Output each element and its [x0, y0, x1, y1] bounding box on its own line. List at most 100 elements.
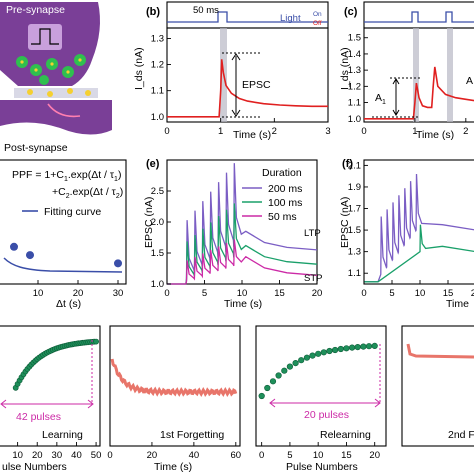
- panel-b-current-trace: [167, 59, 328, 118]
- panel-f-ticks: 0 5 10 15 20 1.1 1.3 1.5 1.7 1.9 2.1: [348, 160, 474, 299]
- panel-c-ytick-label: 1.4: [348, 49, 361, 60]
- panel-f-ytick-label: 1.7: [348, 204, 361, 215]
- panel-e-letter: (e): [146, 158, 160, 170]
- panel-i-point: [349, 344, 356, 351]
- panel-h-stage: 1st Forgetting: [160, 429, 224, 441]
- panel-c-ytick-label: 1.3: [348, 65, 361, 76]
- postsynapse-shape: [0, 100, 112, 135]
- panel-d-point: [26, 251, 34, 260]
- panel-f-trace-0: [364, 173, 474, 283]
- panel-j: 2nd F: [401, 325, 474, 447]
- panel-b-light-axes: [166, 1, 329, 29]
- panel-e-legend-label: 200 ms: [268, 183, 302, 195]
- panel-f-ytick-label: 2.1: [348, 160, 361, 171]
- panel-h-xtick-label: 60: [231, 450, 242, 461]
- panel-j-axes: [401, 325, 474, 447]
- panel-c-light-axes: [363, 1, 474, 29]
- panel-c-xtick-label: 2: [463, 126, 468, 137]
- panel-f-ytick-label: 1.3: [348, 247, 361, 258]
- panel-g: 42 pulses Learning 10 20 30 40 50 ulse Numbe…: [0, 325, 101, 473]
- panel-i-point: [371, 342, 378, 350]
- panel-f-ytick-label: 1.5: [348, 225, 361, 236]
- panel-f-ytick-label: 1.1: [348, 268, 361, 279]
- panel-g-axes: [0, 325, 101, 447]
- panel-b: (b) 50 ms Light On Off 0 1 2 31.01.11.21.3 …: [133, 1, 331, 141]
- panel-c-xlabel: Time (s): [416, 129, 454, 141]
- panel-c-ytick-label: 1.1: [348, 98, 361, 109]
- panel-e-legend-title: Duration: [262, 167, 302, 179]
- panel-e-ltp-label: LTP: [304, 228, 321, 239]
- panel-e: (e) 0 5 10 15 20 1.0 1.5 2.0 2.5 Duration 200 ms…: [143, 158, 322, 310]
- panel-i-points: [258, 342, 378, 400]
- panel-e-xtick-label: 5: [202, 288, 207, 299]
- panel-g-points: [12, 338, 99, 391]
- panel-f-xtick-label: 5: [389, 288, 394, 299]
- panel-j-curve: [406, 343, 474, 359]
- panel-c-current-trace: [364, 66, 474, 120]
- panel-i-point: [298, 357, 305, 364]
- panel-i-ticks: 0 5 10 15 20: [259, 442, 380, 461]
- panel-h-xtick-label: 0: [107, 450, 112, 461]
- panel-d-fit-curve: [3, 257, 123, 273]
- panel-d-points: [10, 242, 122, 268]
- panel-i-point: [337, 345, 344, 353]
- panel-b-ylabel: I_ds (nA): [133, 47, 145, 90]
- panel-g-xtick-label: 20: [32, 450, 43, 461]
- panel-d-ticks: 10 20 30: [33, 280, 123, 299]
- panel-i-point: [269, 378, 277, 385]
- panel-h-axes: [109, 325, 241, 447]
- panel-b-ytick-label: 1.0: [151, 112, 164, 123]
- panel-d-xlabel: Δt (s): [56, 298, 81, 310]
- panel-b-light-label: Light: [280, 13, 301, 24]
- panel-i-xtick-label: 15: [341, 450, 352, 461]
- panel-i-xtick-label: 10: [313, 450, 324, 461]
- panel-i-point: [320, 349, 327, 356]
- panel-h: 1st Forgetting 0 20 40 60 Time (s): [107, 325, 242, 473]
- panel-c-a2-label: A: [466, 75, 473, 87]
- panel-c-ytick-label: 1.2: [348, 81, 361, 92]
- panel-b-light-trace: [167, 11, 328, 23]
- panel-g-stage: Learning: [42, 429, 83, 441]
- panel-i-xtick-label: 20: [369, 450, 380, 461]
- panel-i-point: [258, 392, 265, 400]
- panel-i-pulses-label: 20 pulses: [304, 409, 349, 421]
- panel-c-ylabel: I_ds (nA): [339, 47, 351, 90]
- panel-i-point: [332, 346, 339, 354]
- panel-f: (f) 0 5 10 15 20 1.1 1.3 1.5 1.7 1.9 2.1 Time EPSC…: [339, 158, 474, 310]
- panel-e-ticks: 0 5 10 15 20 1.0 1.5 2.0 2.5: [151, 186, 323, 299]
- panel-e-xlabel: Time (s): [224, 298, 262, 310]
- panel-i-xlabel: Pulse Numbers: [286, 461, 358, 473]
- panel-e-ytick-label: 1.0: [151, 279, 164, 290]
- panel-i-point: [292, 360, 299, 367]
- panel-c-xtick-label: 0: [361, 126, 366, 137]
- panel-i-point: [315, 350, 322, 357]
- panel-f-trace-1: [364, 224, 474, 283]
- panel-b-ytick-label: 1.3: [151, 33, 164, 44]
- panel-f-xtick-label: 20: [471, 288, 474, 299]
- panel-i-point: [286, 363, 294, 370]
- panel-i-point: [354, 344, 361, 351]
- post-synapse-label: Post-synapse: [4, 142, 68, 154]
- panel-f-traces: [364, 173, 474, 283]
- panel-e-legend: 200 ms 100 ms 50 ms: [242, 183, 302, 223]
- panel-d-legend-label: Fitting curve: [44, 206, 101, 218]
- panel-i-point: [264, 384, 271, 392]
- panel-i-point: [365, 343, 373, 350]
- panel-b-pulse-label: 50 ms: [193, 5, 219, 16]
- panel-j-stage: 2nd F: [448, 429, 474, 441]
- panel-e-ytick-label: 2.5: [151, 186, 164, 197]
- panel-f-ytick-label: 1.9: [348, 182, 361, 193]
- panel-b-xlabel: Time (s): [233, 129, 271, 141]
- panel-h-forgetting-curve: [110, 358, 238, 398]
- panel-b-epsc-label: EPSC: [242, 79, 271, 91]
- panel-c-letter: (c): [344, 6, 358, 18]
- panel-e-xtick-label: 20: [312, 288, 323, 299]
- panel-b-xtick-label: 2: [272, 126, 277, 137]
- panel-b-xtick-label: 3: [325, 126, 330, 137]
- panel-d-formula-line1: PPF = 1+C1.exp(Δt / τ1): [12, 169, 121, 183]
- panel-c-ytick-label: 1.0: [348, 114, 361, 125]
- panel-d-point: [10, 242, 18, 251]
- panel-i-point: [343, 345, 350, 352]
- panel-i-point: [275, 372, 282, 379]
